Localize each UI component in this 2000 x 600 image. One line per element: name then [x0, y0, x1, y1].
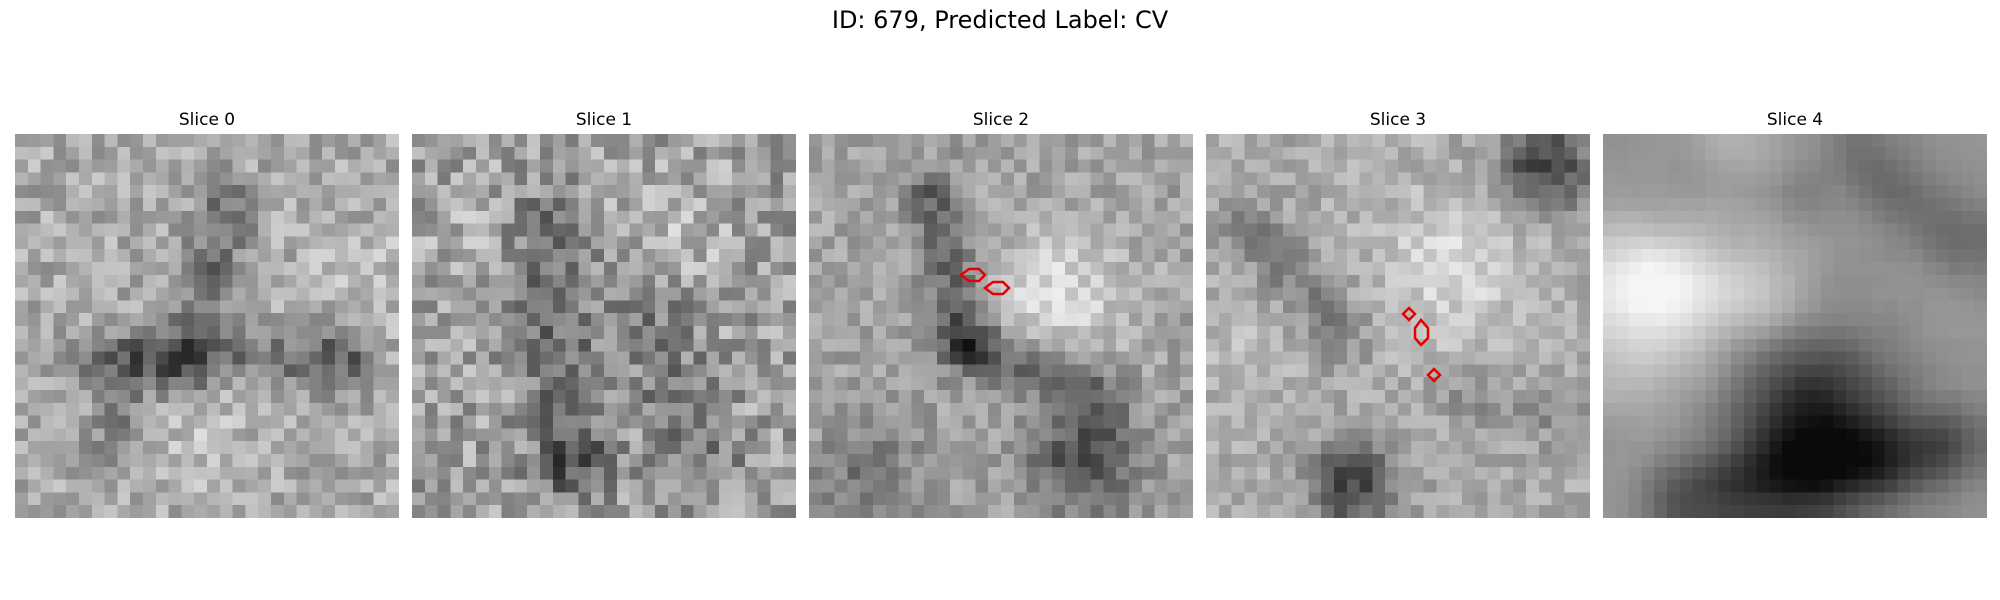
slice-image — [1603, 134, 1987, 518]
slice-title: Slice 2 — [972, 110, 1030, 130]
slice-title: Slice 1 — [575, 110, 633, 130]
slice-title: Slice 0 — [178, 110, 236, 130]
red-contour — [958, 267, 987, 283]
slice-image — [1206, 134, 1590, 518]
red-contour — [1413, 318, 1430, 347]
slice-image — [809, 134, 1193, 518]
figure-title: ID: 679, Predicted Label: CV — [831, 6, 1169, 34]
slice-image — [15, 134, 399, 518]
red-contour — [1426, 367, 1442, 383]
red-contour — [982, 280, 1011, 296]
red-contour — [1401, 306, 1417, 322]
contour-overlay — [1401, 306, 1442, 383]
slice-image — [412, 134, 796, 518]
contour-overlay — [958, 267, 1011, 296]
slice-title: Slice 3 — [1369, 110, 1427, 130]
slice-title: Slice 4 — [1766, 110, 1824, 130]
